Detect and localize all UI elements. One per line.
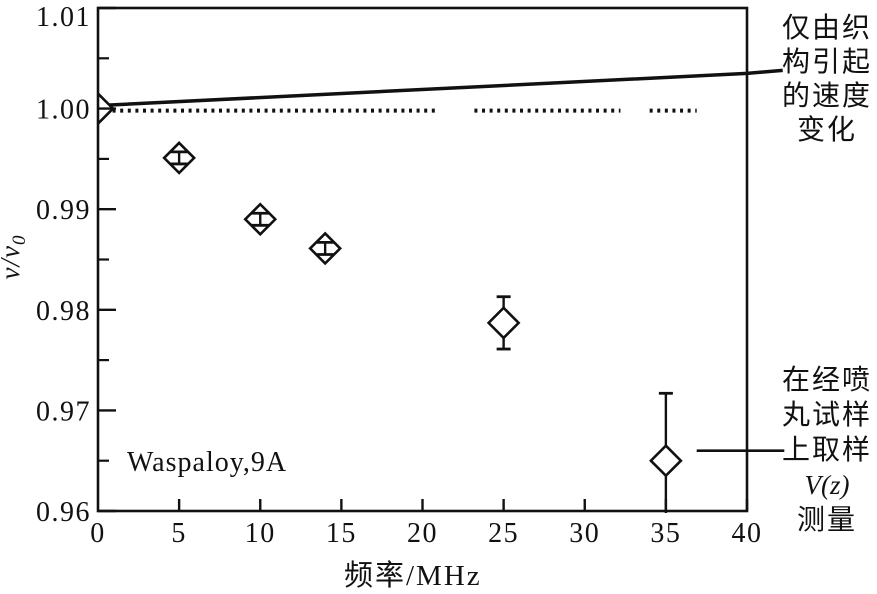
x-tick-label: 40	[732, 518, 763, 549]
x-tick-label: 35	[650, 518, 681, 549]
label-line: 测量	[796, 505, 857, 536]
y-axis-title-main: v/v	[0, 245, 25, 280]
sample-label: Waspaloy,9A	[127, 447, 288, 478]
x-tick-label: 25	[488, 518, 519, 549]
diamond-marker	[649, 443, 683, 478]
y-tick-label: 1.01	[36, 2, 91, 33]
x-tick-label: 30	[569, 518, 600, 549]
label-line: 构引起	[781, 47, 872, 78]
label-line: 的速度	[781, 81, 872, 112]
label-line-vz-math: V(z)	[804, 470, 850, 500]
x-tick-label: 5	[171, 518, 187, 549]
texture-line	[97, 68, 783, 108]
y-tick-label: 1.00	[36, 95, 91, 126]
texture-line-label: 仅由织 构引起 的速度 变化	[777, 12, 877, 148]
label-line: 在经喷	[781, 365, 872, 396]
x-tick-label: 10	[245, 518, 276, 549]
plot-border	[96, 6, 749, 513]
x-tick-label: 0	[90, 518, 106, 549]
label-line: 丸试样	[781, 400, 872, 431]
y-tick-label: 0.99	[36, 195, 91, 226]
y-tick-label: 0.96	[36, 497, 91, 528]
label-line: 变化	[796, 115, 857, 146]
diamond-marker	[486, 306, 521, 340]
y-tick-label: 0.98	[36, 296, 91, 327]
y-axis-title: v/v0	[0, 235, 31, 280]
data-points	[98, 91, 683, 513]
vz-measurement-label: 在经喷 丸试样 上取样 V(z) 测量	[777, 363, 877, 538]
y-axis-title-subscript: 0	[9, 234, 31, 246]
y-tick-label: 0.97	[36, 396, 91, 427]
x-tick-label: 15	[326, 518, 357, 549]
label-line: 上取样	[781, 435, 872, 466]
x-tick-label: 20	[407, 518, 438, 549]
label-line: 仅由织	[781, 13, 872, 44]
x-axis-title: 频率/MHz	[344, 560, 482, 592]
